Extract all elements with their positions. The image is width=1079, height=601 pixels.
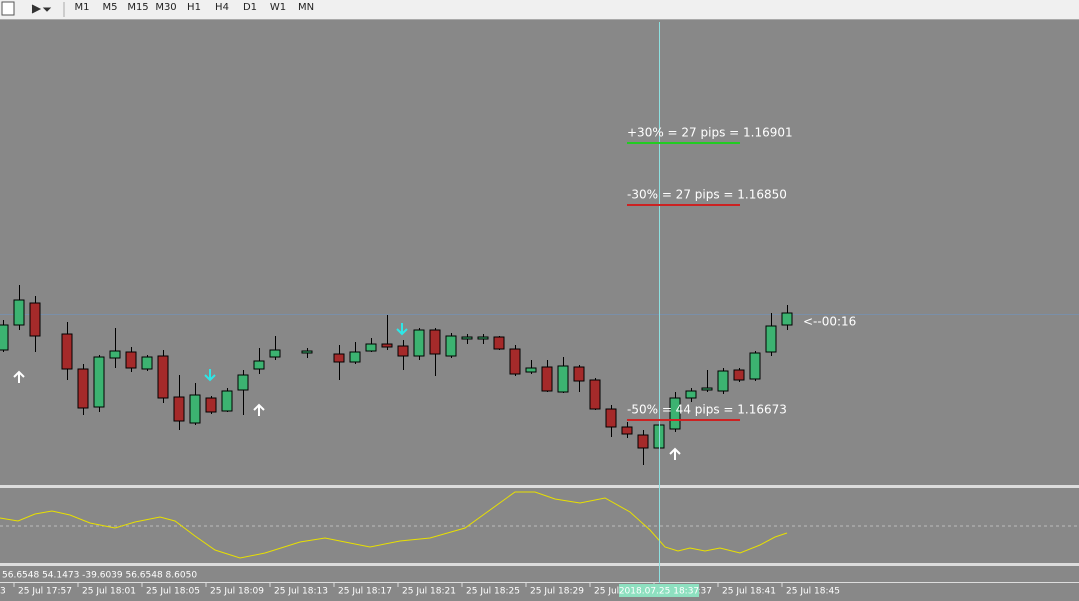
candle-body <box>381 343 393 348</box>
timeframe-button[interactable]: M30 <box>155 2 176 13</box>
timeframe-button[interactable]: MN <box>298 2 314 13</box>
panel-separator <box>0 485 1079 488</box>
timeframe-button[interactable]: W1 <box>270 2 286 13</box>
candle-body <box>781 312 793 326</box>
crosshair-box <box>619 584 699 597</box>
time-label: 25 Jul 18:29 <box>530 587 584 597</box>
candle-body <box>589 379 601 410</box>
candle-body <box>173 396 185 422</box>
buy-arrow <box>13 370 25 383</box>
candle-body <box>621 426 633 435</box>
candle-body <box>77 368 89 409</box>
candle-body <box>477 336 489 340</box>
candle-body <box>349 351 361 363</box>
level-label: +30% = 27 pips = 1.16901 <box>627 126 793 140</box>
buy-arrow <box>669 447 681 460</box>
candle-body <box>125 351 137 369</box>
tool-icon[interactable] <box>31 4 52 14</box>
level-label: -50% = 44 pips = 1.16673 <box>627 403 787 417</box>
level-label: -30% = 27 pips = 1.16850 <box>627 188 787 202</box>
time-label: 25 Jul 18:45 <box>786 587 840 597</box>
candle-body <box>237 374 249 391</box>
indicator-values: 56.6548 54.1473 -39.6039 56.6548 8.6050 <box>2 571 197 581</box>
panel-separator <box>0 563 1079 566</box>
tool-icon[interactable] <box>1 1 15 16</box>
time-label: 25 Jul 17:57 <box>18 587 72 597</box>
candle-body <box>269 349 281 358</box>
candle-body <box>493 336 505 350</box>
candle-body <box>701 387 713 391</box>
indicator-panel <box>0 488 1079 563</box>
buy-arrow <box>253 403 265 416</box>
candle-body <box>541 366 553 392</box>
time-label: 25 Jul 18:21 <box>402 587 456 597</box>
candle-body <box>733 369 745 381</box>
candle-body <box>685 390 697 399</box>
candle-body <box>13 299 25 326</box>
timeframe-button[interactable]: M5 <box>103 2 118 13</box>
candle-body <box>445 335 457 357</box>
candle-body <box>509 348 521 375</box>
timeframe-button[interactable]: M15 <box>127 2 148 13</box>
candle-body <box>717 370 729 392</box>
toolbar <box>0 0 1079 19</box>
candle-body <box>109 350 121 359</box>
candle-body <box>413 329 425 357</box>
candle-body <box>365 343 377 352</box>
candle-body <box>605 408 617 428</box>
candle-body <box>205 397 217 413</box>
timeframe-button[interactable]: H4 <box>215 2 229 13</box>
candle-body <box>557 365 569 393</box>
candle-body <box>301 350 313 354</box>
time-label: 25 Jul 18:25 <box>466 587 520 597</box>
candle-body <box>189 394 201 424</box>
candle-body <box>29 302 41 337</box>
indicator-line <box>0 491 788 559</box>
candle-body <box>141 356 153 370</box>
crosshair-label: 2018.07.25 18:37 <box>619 587 699 597</box>
candle-body <box>93 356 105 408</box>
candle-body <box>749 352 761 380</box>
candle-body <box>525 367 537 373</box>
candle-body <box>573 366 585 382</box>
time-label: 25 Jul 18:09 <box>210 587 264 597</box>
candle-body <box>333 353 345 363</box>
price-panel <box>0 20 1079 486</box>
candle-body <box>429 329 441 355</box>
candle-body <box>765 325 777 353</box>
time-label: 25 Jul 18:13 <box>274 587 328 597</box>
candle-body <box>157 355 169 399</box>
candle-body <box>61 333 73 370</box>
candle-body <box>221 390 233 412</box>
timeframe-button[interactable]: M1 <box>75 2 90 13</box>
time-label: 25 Jul 18:01 <box>82 587 136 597</box>
time-label: 3 <box>0 587 6 597</box>
candle-body <box>0 324 9 351</box>
candle-body <box>397 345 409 357</box>
candle-body <box>253 360 265 370</box>
sell-arrow <box>396 323 408 336</box>
candle-body <box>461 336 473 340</box>
time-label: 25 Jul 18:17 <box>338 587 392 597</box>
time-label: 25 Jul 18:05 <box>146 587 200 597</box>
candle-body <box>637 434 649 449</box>
timeframe-button[interactable]: D1 <box>243 2 257 13</box>
time-label: 25 Jul 18:41 <box>722 587 776 597</box>
sell-arrow <box>204 369 216 382</box>
candle-body <box>669 397 681 430</box>
timeframe-button[interactable]: H1 <box>187 2 201 13</box>
timer: <--00:16 <box>803 315 856 329</box>
